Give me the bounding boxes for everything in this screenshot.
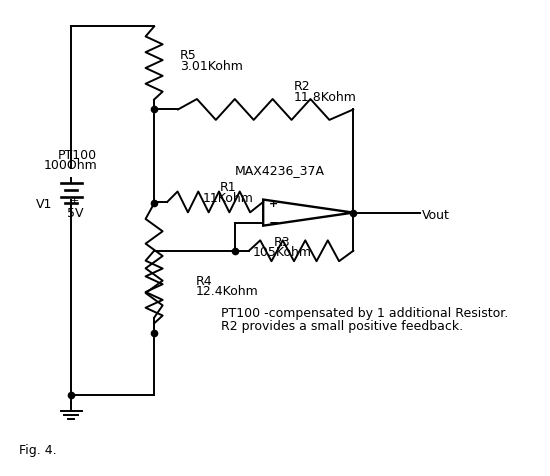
Text: R2: R2 [294, 80, 311, 93]
Text: R5: R5 [180, 49, 197, 62]
Text: R4: R4 [196, 274, 212, 288]
Text: PT100 -compensated by 1 additional Resistor.: PT100 -compensated by 1 additional Resis… [221, 306, 508, 319]
Text: R2 provides a small positive feedback.: R2 provides a small positive feedback. [221, 319, 463, 332]
Text: +: + [70, 195, 80, 205]
Text: 100Ohm: 100Ohm [43, 159, 97, 172]
Text: 5V: 5V [67, 207, 83, 220]
Text: PT100: PT100 [58, 149, 97, 161]
Text: Vout: Vout [422, 209, 450, 222]
Text: 12.4Kohm: 12.4Kohm [196, 285, 258, 298]
Text: R1: R1 [219, 181, 236, 194]
Text: MAX4236_37A: MAX4236_37A [235, 164, 325, 177]
Text: Fig. 4.: Fig. 4. [19, 443, 57, 456]
Text: 3.01Kohm: 3.01Kohm [180, 60, 243, 73]
Text: R3: R3 [274, 235, 290, 248]
Text: 11Kohm: 11Kohm [202, 191, 253, 204]
Text: +: + [269, 199, 278, 209]
Text: V1: V1 [36, 198, 52, 210]
Text: 105Kohm: 105Kohm [252, 246, 312, 258]
Text: 11.8Kohm: 11.8Kohm [294, 90, 357, 103]
Text: −: − [269, 216, 279, 229]
